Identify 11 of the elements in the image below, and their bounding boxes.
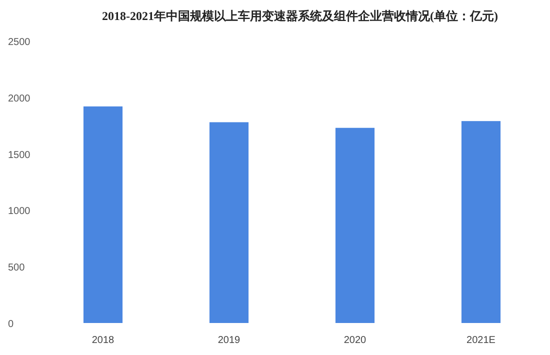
x-tick-label: 2018 [92, 335, 115, 346]
y-tick-label: 500 [8, 262, 26, 274]
y-tick-label: 1000 [8, 206, 31, 218]
y-tick-label: 2000 [8, 93, 31, 104]
y-tick-label: 1500 [8, 150, 31, 161]
x-tick-label: 2021E [466, 335, 496, 346]
chart-title: 2018-2021年中国规模以上车用变速器系统及组件企业营收情况(单位：亿元) [102, 9, 498, 23]
y-tick-label: 2500 [8, 37, 31, 48]
y-tick-label: 0 [8, 319, 14, 330]
x-tick-label: 2019 [218, 335, 241, 346]
x-tick-label: 2020 [344, 335, 367, 346]
